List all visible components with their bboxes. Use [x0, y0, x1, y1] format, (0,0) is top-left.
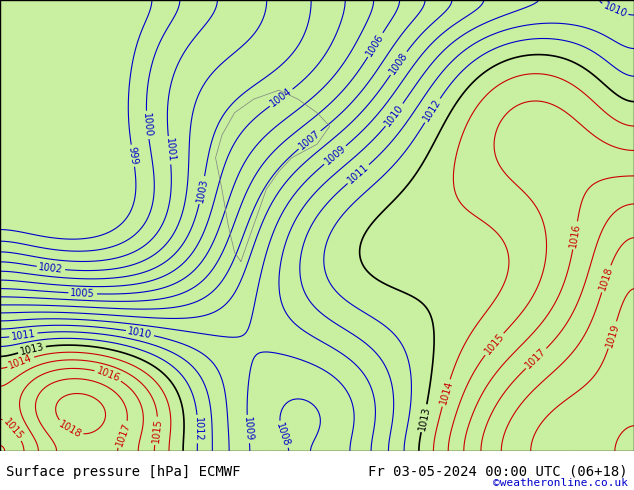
Text: 1012: 1012: [193, 416, 203, 441]
Text: 1010: 1010: [602, 0, 628, 19]
Text: 1009: 1009: [242, 416, 254, 441]
Text: 1004: 1004: [268, 86, 294, 109]
Text: 1008: 1008: [387, 50, 410, 76]
Text: 1014: 1014: [8, 353, 34, 371]
Text: 1013: 1013: [417, 405, 431, 431]
Text: 1015: 1015: [150, 418, 163, 443]
Text: 1012: 1012: [422, 98, 443, 123]
Text: 1008: 1008: [275, 421, 292, 448]
Text: 1009: 1009: [323, 143, 347, 167]
Text: 1017: 1017: [524, 346, 548, 370]
Text: 1010: 1010: [127, 326, 153, 340]
Text: 1014: 1014: [438, 380, 454, 406]
Text: Fr 03-05-2024 00:00 UTC (06+18): Fr 03-05-2024 00:00 UTC (06+18): [368, 465, 628, 479]
Text: 1015: 1015: [482, 331, 506, 357]
Text: 1003: 1003: [195, 177, 209, 203]
Text: 1015: 1015: [1, 416, 25, 441]
Text: 1000: 1000: [141, 112, 153, 138]
Text: 1018: 1018: [57, 419, 83, 440]
Text: 1007: 1007: [297, 128, 322, 151]
Text: 1011: 1011: [346, 162, 371, 186]
Text: 1011: 1011: [11, 328, 36, 342]
Text: 1016: 1016: [568, 222, 582, 248]
Text: 1005: 1005: [70, 288, 95, 299]
Text: 1019: 1019: [604, 322, 621, 348]
Text: 1013: 1013: [19, 342, 45, 357]
Text: 1006: 1006: [365, 32, 386, 58]
Text: 999: 999: [127, 146, 139, 166]
Text: 1002: 1002: [38, 262, 63, 275]
Text: ©weatheronline.co.uk: ©weatheronline.co.uk: [493, 478, 628, 488]
Text: 1018: 1018: [597, 266, 615, 292]
Text: Surface pressure [hPa] ECMWF: Surface pressure [hPa] ECMWF: [6, 465, 241, 479]
Text: 1017: 1017: [114, 421, 132, 448]
Text: 1016: 1016: [95, 366, 121, 384]
Text: 1010: 1010: [383, 102, 406, 128]
Text: 1001: 1001: [164, 138, 176, 163]
